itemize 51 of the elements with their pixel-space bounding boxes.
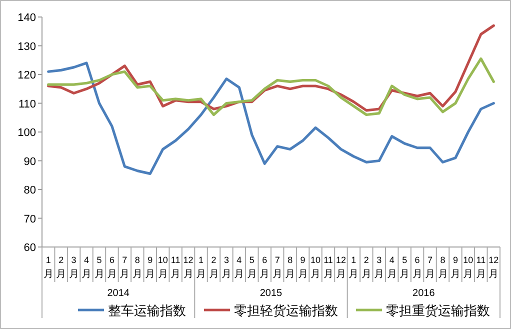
x-tick-label: 3月 (374, 255, 384, 280)
y-tick-label: 80 (24, 184, 36, 196)
x-tick-label: 5月 (94, 255, 104, 280)
y-tick-label: 110 (18, 98, 36, 110)
x-tick-label: 6月 (106, 255, 117, 280)
x-tick-label: 10月 (158, 255, 168, 280)
x-tick-label: 10月 (310, 255, 321, 280)
x-tick-label: 6月 (412, 255, 422, 280)
y-tick-label: 60 (24, 242, 36, 254)
text: 2014 (107, 288, 130, 299)
y-tick-label: 120 (18, 70, 36, 82)
x-tick-label: 1月 (348, 255, 359, 280)
x-tick-label: 11月 (170, 255, 181, 280)
y-tick-label: 90 (24, 156, 36, 168)
x-tick-label: 2月 (361, 255, 372, 280)
x-tick-label: 11月 (323, 255, 334, 280)
x-tick-label: 5月 (400, 255, 410, 280)
x-tick-label: 5月 (246, 255, 257, 280)
legend-label: 零担重货运输指数 (386, 303, 490, 318)
legend-label: 零担轻货运输指数 (234, 303, 338, 318)
x-tick-label: 4月 (386, 255, 397, 280)
y-tick-label: 100 (18, 127, 36, 139)
x-tick-label: 8月 (132, 255, 142, 280)
text: 2015 (260, 288, 283, 299)
x-tick-label: 9月 (298, 255, 308, 280)
y-tick-label: 130 (18, 40, 36, 53)
x-tick-label: 3月 (68, 255, 79, 280)
x-tick-label: 7月 (272, 255, 282, 280)
y-tick-label: 70 (24, 213, 36, 226)
x-tick-label: 8月 (438, 255, 448, 280)
legend-label: 整车运输指数 (108, 303, 186, 318)
x-tick-label: 2月 (208, 255, 219, 280)
x-tick-label: 3月 (221, 255, 232, 280)
x-tick-label: 4月 (82, 255, 92, 280)
x-tick-label: 12月 (336, 255, 346, 280)
x-tick-label: 1月 (43, 255, 54, 280)
x-tick-label: 2月 (56, 255, 66, 280)
text: 2016 (412, 288, 436, 299)
x-tick-label: 12月 (183, 255, 194, 280)
x-tick-label: 10月 (463, 255, 474, 280)
x-tick-label: 6月 (260, 255, 270, 280)
x-tick-label: 1月 (196, 255, 206, 280)
x-tick-label: 11月 (476, 255, 486, 280)
x-tick-label: 7月 (120, 255, 130, 280)
x-tick-label: 9月 (450, 255, 460, 280)
x-tick-label: 8月 (285, 255, 296, 280)
x-tick-label: 7月 (425, 255, 436, 280)
x-tick-label: 12月 (488, 255, 499, 280)
x-tick-label: 4月 (234, 255, 244, 280)
x-tick-label: 9月 (145, 255, 156, 280)
y-tick-label: 140 (18, 12, 36, 24)
